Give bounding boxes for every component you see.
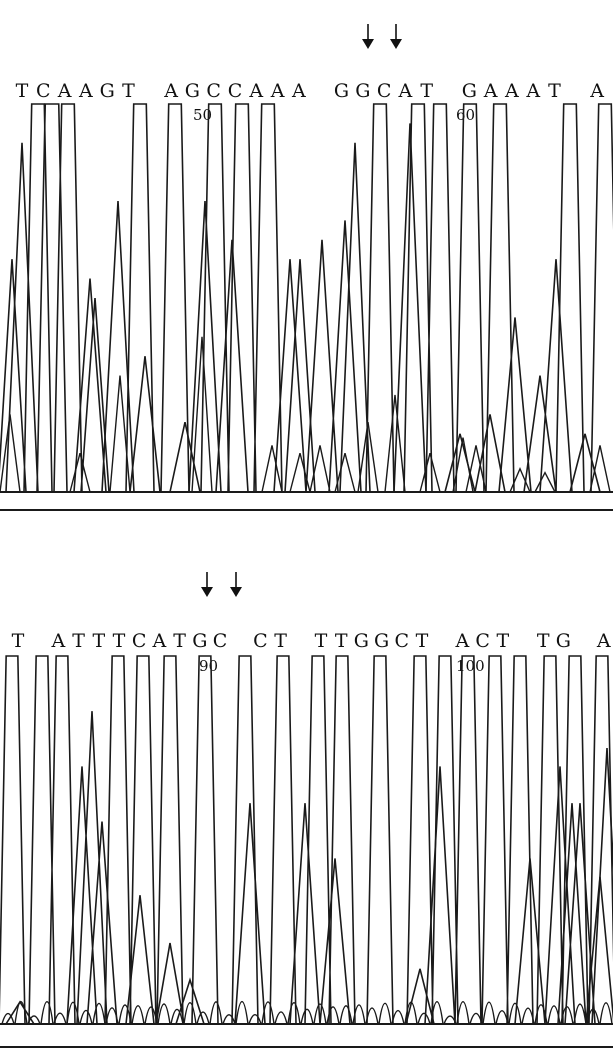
trace-c	[5, 803, 613, 1025]
trace-g	[1, 1001, 613, 1025]
trace-plot	[0, 103, 613, 511]
base-call: A	[505, 80, 519, 102]
base-call: C	[131, 630, 147, 652]
base-call: C	[36, 80, 51, 102]
base-call: T	[420, 80, 434, 102]
base-call: A	[483, 80, 498, 102]
base-call: A	[79, 80, 93, 102]
base-call: C	[253, 630, 268, 652]
base-call: C	[212, 630, 228, 652]
base-call: T	[274, 630, 287, 652]
position-label: 50	[193, 106, 213, 124]
trace-a	[0, 103, 613, 493]
trace-b	[5, 123, 573, 493]
base-call: A	[270, 80, 285, 102]
base-call: A	[292, 80, 306, 102]
down-arrow-icon	[361, 24, 375, 50]
base-call: T	[112, 630, 126, 652]
base-call: A	[152, 630, 167, 652]
base-call: G	[184, 80, 200, 102]
base-call: C	[206, 80, 221, 102]
position-label: 60	[456, 106, 476, 124]
base-call: G	[374, 630, 390, 652]
base-call: T	[548, 80, 561, 102]
base-call: A	[398, 80, 413, 102]
down-arrow-icon	[229, 572, 243, 598]
base-call: T	[92, 630, 106, 652]
base-call: A	[590, 80, 604, 102]
base-call: T	[415, 630, 429, 652]
base-call: G	[355, 80, 371, 102]
base-call: T	[536, 630, 550, 652]
trace-plot	[0, 655, 613, 1048]
base-call: G	[461, 80, 477, 102]
base-call: T	[173, 630, 186, 652]
base-call: G	[333, 80, 350, 102]
base-call: G	[353, 630, 369, 652]
trace-g	[0, 336, 611, 493]
trace-a	[0, 655, 613, 1025]
position-label: 100	[456, 657, 485, 675]
base-call: T	[496, 630, 510, 652]
base-call: T	[334, 630, 348, 652]
down-arrow-icon	[200, 572, 214, 598]
base-call: C	[227, 80, 243, 102]
base-call: C	[376, 80, 392, 102]
trace-b	[66, 711, 613, 1025]
base-call: C	[394, 630, 410, 652]
base-call: A	[249, 80, 264, 102]
base-call: A	[455, 630, 470, 652]
chromatogram-trace	[0, 652, 613, 1052]
base-call: C	[475, 630, 490, 652]
base-call: A	[164, 80, 178, 102]
base-call: T	[11, 630, 25, 652]
base-call: A	[526, 80, 541, 102]
base-call: T	[72, 630, 85, 652]
base-call: G	[192, 630, 208, 652]
base-call: T	[314, 630, 328, 652]
base-call: A	[51, 630, 66, 652]
chromatogram-trace	[0, 100, 613, 520]
base-call: G	[99, 80, 115, 102]
base-call: T	[122, 80, 135, 102]
base-call: A	[596, 630, 611, 652]
position-label: 90	[199, 657, 219, 675]
trace-c	[36, 103, 601, 493]
base-call: T	[15, 80, 29, 102]
down-arrow-icon	[389, 24, 403, 50]
base-call: A	[57, 80, 72, 102]
base-call: G	[555, 630, 571, 652]
